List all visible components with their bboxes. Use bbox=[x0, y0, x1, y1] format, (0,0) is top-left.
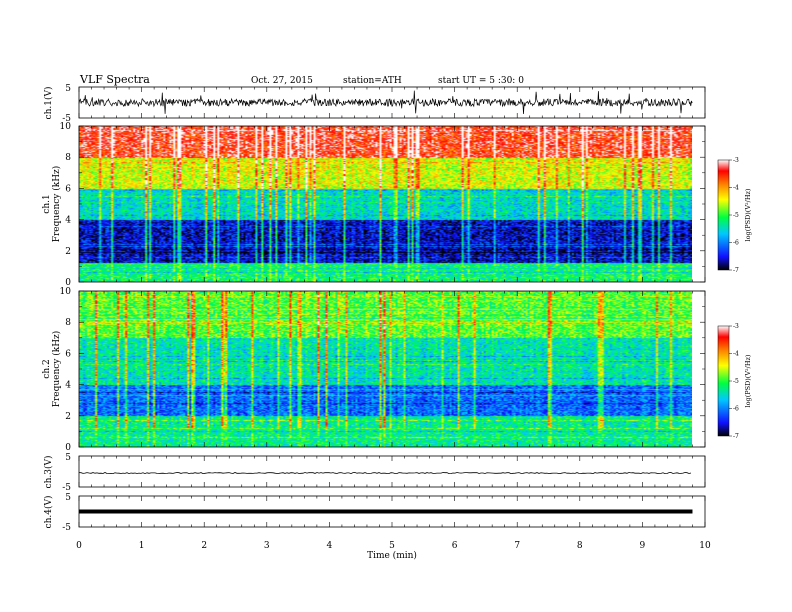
time-tick-label: 5 bbox=[389, 541, 395, 551]
ch4-ytick-bottom: -5 bbox=[62, 523, 71, 533]
freq-tick-label: 10 bbox=[60, 122, 72, 132]
ch1-wave-ytick-top: 5 bbox=[65, 84, 71, 94]
ch4-ylabel: ch.4(V) bbox=[43, 496, 54, 529]
time-tick-label: 2 bbox=[201, 541, 207, 551]
freq-tick-label: 10 bbox=[60, 287, 72, 297]
time-axis-label: Time (min) bbox=[367, 550, 417, 561]
ch2-colorbar: -3 -4 -5 -6 -7 log(PSD)(V²/Hz) bbox=[717, 323, 752, 440]
ch1-spectrogram-image bbox=[79, 126, 692, 282]
ch1-colorbar-label: log(PSD)(V²/Hz) bbox=[744, 188, 752, 241]
freq-tick-label: 4 bbox=[65, 216, 71, 226]
ch2-spectrogram-image bbox=[79, 291, 692, 447]
colorbar-tick-label: -6 bbox=[733, 240, 739, 247]
colorbar-tick-label: -3 bbox=[733, 323, 739, 330]
ch2-freq-ylabel: Frequency (kHz) bbox=[51, 331, 62, 408]
colorbar-tick-label: -7 bbox=[733, 433, 739, 440]
ch3-ylabel: ch.3(V) bbox=[43, 456, 54, 489]
time-tick-label: 7 bbox=[514, 541, 520, 551]
freq-tick-label: 8 bbox=[65, 153, 71, 163]
time-tick-label: 8 bbox=[577, 541, 583, 551]
colorbar-tick-label: -7 bbox=[733, 267, 739, 274]
ch1-freq-ticks: 0 2 4 6 8 10 bbox=[60, 122, 705, 288]
ch1-freq-ylabel: Frequency (kHz) bbox=[51, 166, 62, 243]
colorbar-tick-label: -5 bbox=[733, 378, 739, 385]
colorbar-tick-label: -5 bbox=[733, 212, 739, 219]
ch1-waveform-trace bbox=[78, 90, 693, 115]
time-tick-label: 1 bbox=[139, 541, 145, 551]
time-axis-tick-labels: 0 1 2 3 4 5 6 7 8 9 10 bbox=[76, 541, 711, 551]
freq-tick-label: 2 bbox=[65, 247, 71, 257]
ch3-ytick-bottom: -5 bbox=[62, 483, 71, 493]
ch1-spectrogram-panel: 0 2 4 6 8 10 ch.1 Frequency (kHz) bbox=[42, 122, 706, 288]
ch1-colorbar: -3 -4 -5 -6 -7 log(PSD)(V²/Hz) bbox=[717, 157, 752, 274]
colorbar-tick-label: -4 bbox=[733, 185, 739, 192]
ch1-channel-label: ch.1 bbox=[42, 194, 52, 213]
ch4-ytick-top: 5 bbox=[65, 493, 71, 503]
freq-tick-label: 6 bbox=[65, 184, 71, 194]
ch3-waveform-panel: 5 -5 ch.3(V) bbox=[43, 453, 706, 493]
freq-tick-label: 8 bbox=[65, 318, 71, 328]
colorbar-tick-label: -4 bbox=[733, 351, 739, 358]
freq-tick-label: 2 bbox=[65, 412, 71, 422]
freq-tick-label: 6 bbox=[65, 349, 71, 359]
colorbar-tick-label: -6 bbox=[733, 406, 739, 413]
time-tick-label: 10 bbox=[699, 541, 711, 551]
freq-tick-label: 0 bbox=[65, 278, 71, 288]
time-tick-label: 3 bbox=[264, 541, 270, 551]
freq-tick-label: 4 bbox=[65, 381, 71, 391]
figure-title: VLF Spectra bbox=[79, 73, 150, 86]
ch1-wave-ytick-bottom: -5 bbox=[62, 114, 71, 124]
ch2-freq-ticks: 0 2 4 6 8 10 bbox=[60, 287, 705, 453]
ch2-spectrogram-panel: 0 2 4 6 8 10 ch.2 Frequency (kHz) bbox=[42, 287, 706, 453]
ch4-waveform-panel: 5 -5 ch.4(V) bbox=[43, 493, 706, 533]
ch2-colorbar-scale bbox=[717, 325, 730, 437]
ch3-ytick-top: 5 bbox=[65, 453, 71, 463]
station-label: station=ATH bbox=[343, 76, 402, 86]
start-time-label: start UT = 5 :30: 0 bbox=[438, 76, 524, 86]
date-label: Oct. 27, 2015 bbox=[251, 76, 313, 86]
time-axis-ticks bbox=[78, 87, 706, 527]
ch1-colorbar-scale bbox=[717, 159, 730, 271]
ch2-channel-label: ch.2 bbox=[42, 359, 52, 378]
freq-tick-label: 0 bbox=[65, 443, 71, 453]
ch3-waveform-trace bbox=[78, 472, 692, 475]
time-tick-label: 4 bbox=[327, 541, 333, 551]
time-tick-label: 0 bbox=[76, 541, 82, 551]
time-tick-label: 9 bbox=[640, 541, 646, 551]
ch2-colorbar-label: log(PSD)(V²/Hz) bbox=[744, 354, 752, 407]
colorbar-tick-label: -3 bbox=[733, 157, 739, 164]
time-tick-label: 6 bbox=[452, 541, 458, 551]
ch1-wave-ylabel: ch.1(V) bbox=[43, 87, 54, 120]
ch1-waveform-panel: 5 -5 ch.1(V) bbox=[43, 84, 706, 124]
